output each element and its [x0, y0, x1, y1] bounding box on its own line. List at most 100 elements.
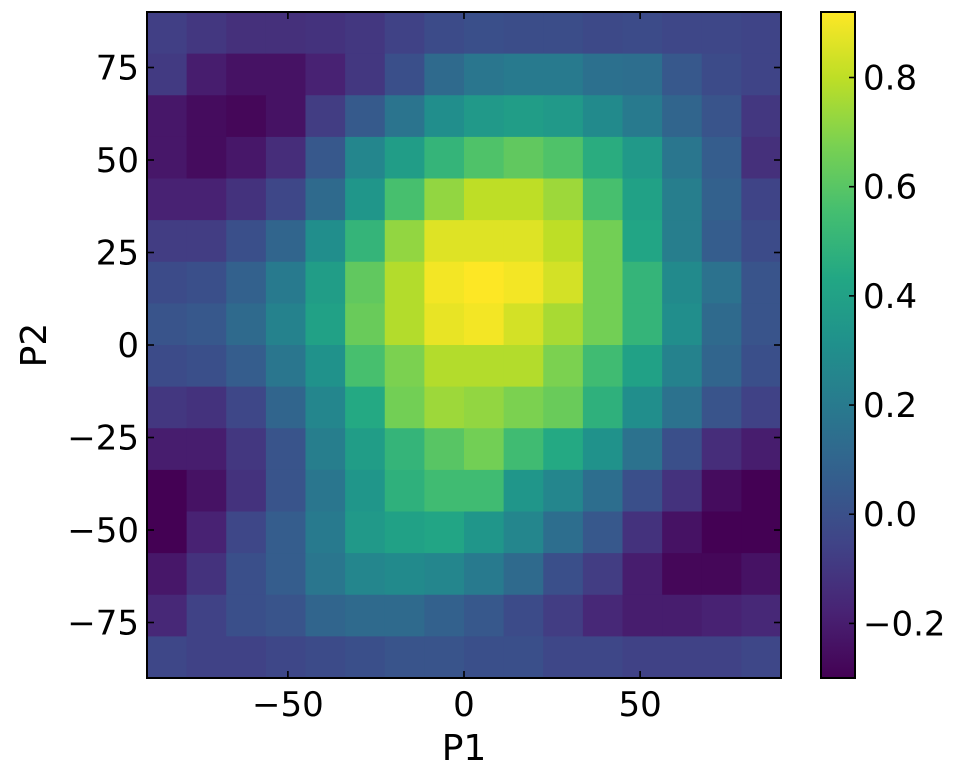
heatmap-cell [345, 386, 386, 429]
heatmap-cell [265, 12, 307, 55]
heatmap-cell [464, 553, 505, 596]
heatmap-cell [741, 12, 782, 55]
heatmap-cell [464, 95, 505, 138]
heatmap-cell [384, 594, 425, 637]
heatmap-cell [543, 53, 584, 96]
heatmap-cell [186, 303, 227, 346]
heatmap-cell [741, 220, 782, 263]
heatmap-cell [543, 553, 584, 596]
x-tick-label: 0 [453, 685, 475, 725]
heatmap-cell [543, 386, 584, 429]
heatmap-cell [384, 12, 425, 55]
heatmap-cell [503, 12, 544, 55]
heatmap-cell [582, 12, 624, 55]
heatmap-cell [464, 469, 505, 513]
heatmap-cell [384, 428, 425, 471]
heatmap-cell [622, 469, 663, 513]
heatmap-cell [226, 261, 267, 304]
heatmap-cell [741, 261, 782, 304]
heatmap-cell [662, 636, 703, 679]
heatmap-cell [741, 95, 782, 138]
heatmap-cell [503, 220, 544, 263]
heatmap-cell [265, 303, 307, 346]
heatmap-cell [265, 428, 307, 471]
heatmap-cell [345, 636, 386, 679]
heatmap-cell [345, 594, 386, 637]
heatmap-cell [701, 53, 742, 96]
heatmap-cell [503, 511, 544, 554]
heatmap-cell [622, 12, 663, 55]
heatmap-cell [464, 136, 505, 180]
heatmap-cell [662, 594, 703, 637]
heatmap-cell [424, 136, 465, 180]
heatmap-cell [701, 636, 742, 679]
heatmap-cell [186, 469, 227, 513]
heatmap-cell [186, 136, 227, 180]
heatmap-cell [186, 428, 227, 471]
heatmap-cell [424, 303, 465, 346]
heatmap-cell [622, 136, 663, 180]
heatmap-cell [543, 345, 584, 388]
heatmap-cell [384, 95, 425, 138]
heatmap-cell [226, 95, 267, 138]
heatmap-cell [503, 428, 544, 471]
heatmap-cell [384, 53, 425, 96]
heatmap-cell [147, 428, 188, 471]
heatmap-cell [622, 553, 663, 596]
heatmap-cell [582, 136, 624, 180]
heatmap-cell [701, 386, 742, 429]
heatmap-cell [741, 303, 782, 346]
heatmap-cell [265, 345, 307, 388]
heatmap-cell [582, 428, 624, 471]
heatmap-cell [265, 386, 307, 429]
heatmap-cell [582, 261, 624, 304]
colorbar-tick-label: 0.4 [863, 277, 917, 317]
x-tick-label: 50 [618, 685, 661, 725]
heatmap-cell [384, 261, 425, 304]
heatmap-cell [305, 345, 346, 388]
heatmap-cell [503, 53, 544, 96]
heatmap-cell [147, 636, 188, 679]
heatmap-cell [741, 511, 782, 554]
heatmap-cell [582, 469, 624, 513]
heatmap-cell [464, 428, 505, 471]
heatmap-cell [226, 178, 267, 221]
heatmap-cell [622, 386, 663, 429]
heatmap-cell [147, 345, 188, 388]
heatmap-cell [464, 636, 505, 679]
heatmap-cell [305, 220, 346, 263]
heatmap-cell [464, 178, 505, 221]
heatmap-cell [662, 386, 703, 429]
heatmap-cell [582, 553, 624, 596]
heatmap-cell [345, 553, 386, 596]
heatmap-cell [305, 136, 346, 180]
heatmap-cell [186, 553, 227, 596]
heatmap-cell [147, 220, 188, 263]
heatmap-cell [503, 469, 544, 513]
heatmap-cell [741, 636, 782, 679]
y-axis-label: P2 [14, 323, 55, 368]
heatmap-cell [701, 553, 742, 596]
heatmap-cell [424, 53, 465, 96]
y-tick-label: 50 [96, 141, 139, 181]
heatmap-cell [741, 594, 782, 637]
heatmap-cell [345, 428, 386, 471]
heatmap-cell [345, 12, 386, 55]
heatmap-cell [464, 511, 505, 554]
heatmap-cell [701, 12, 742, 55]
heatmap-cell [662, 469, 703, 513]
heatmap-cell [265, 553, 307, 596]
heatmap-cell [662, 220, 703, 263]
heatmap-cell [305, 53, 346, 96]
heatmap-cell [226, 53, 267, 96]
colorbar-axis: −0.2 0.0 0.2 0.4 0.6 0.8 [849, 59, 946, 644]
heatmap-cell [464, 12, 505, 55]
heatmap-cell [384, 136, 425, 180]
heatmap-cell [265, 511, 307, 554]
colorbar-tick-label: 0.0 [863, 495, 917, 535]
heatmap-cell [186, 345, 227, 388]
heatmap-cell [662, 553, 703, 596]
heatmap-cell [543, 594, 584, 637]
heatmap-cell [503, 345, 544, 388]
heatmap-cell [186, 12, 227, 55]
